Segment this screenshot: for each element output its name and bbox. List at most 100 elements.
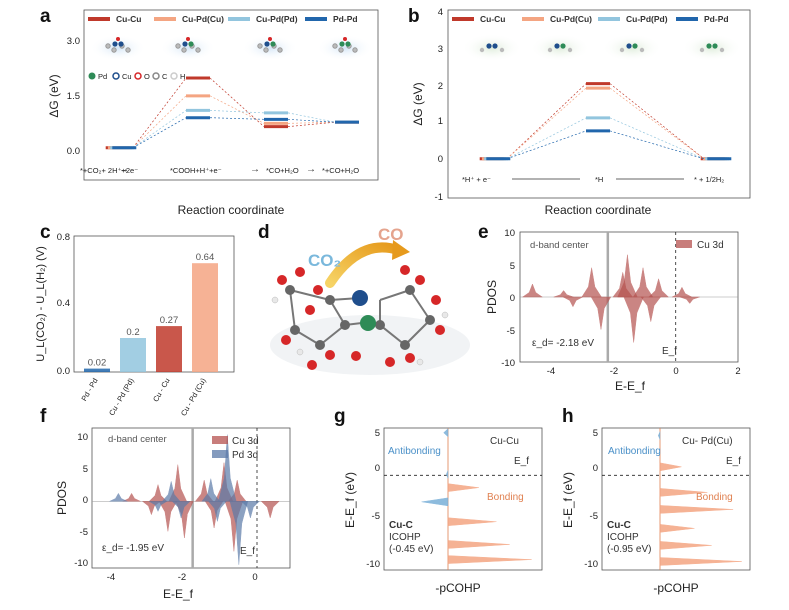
f-legend-swatch-cu — [212, 436, 228, 444]
co2-label: CO₂ — [308, 251, 341, 270]
e-ytick-0: 10 — [504, 228, 515, 239]
h-antibonding-label: Antibonding — [608, 446, 661, 457]
e-ef-label: E_f — [662, 346, 677, 357]
e-marks-peak — [640, 296, 662, 322]
h-marks-peak — [659, 505, 734, 514]
a-marks-connector — [132, 95, 187, 148]
e-xtick-3: 2 — [735, 366, 740, 377]
f-xlabel: E-E_f — [163, 587, 194, 601]
c-bar — [84, 368, 110, 372]
legend-b: Cu-Cu Cu-Pd(Cu) Cu-Pd(Pd) Pd-Pd — [452, 14, 729, 24]
f-xtick-2: 0 — [252, 572, 257, 583]
reaction-arrowhead — [392, 240, 410, 260]
f-dband-annotation: d-band center — [108, 434, 167, 445]
b-marks-connector — [506, 83, 587, 160]
b-marks-connector — [609, 83, 705, 160]
a-step-1: *COOH+H⁺+e⁻ — [170, 166, 222, 175]
structure-cupdcu-a — [160, 35, 216, 61]
h-title: Cu- Pd(Cu) — [682, 436, 733, 447]
b-ytick-2: 1 — [438, 116, 443, 127]
structure-thumbnails-a — [90, 35, 373, 61]
g-ef-label: E_f — [514, 456, 529, 467]
e-ytick-3: -5 — [507, 326, 515, 337]
a-xlabel: Reaction coordinate — [178, 203, 285, 217]
h-ef-label: E_f — [726, 456, 741, 467]
e-ylabel: PDOS — [485, 280, 499, 314]
atom-cu-swatch — [112, 72, 120, 80]
g-marks-peak — [445, 470, 449, 479]
g-ytick-0: 5 — [375, 428, 380, 439]
e-ed-value: ε_d= -2.18 eV — [532, 338, 594, 349]
f-ytick-3: -5 — [80, 527, 88, 538]
a-arrow-2: → — [250, 164, 260, 175]
e-marks-peak — [679, 296, 700, 304]
f-legend-label-pd: Pd 3d — [232, 450, 258, 461]
e-legend-swatch — [676, 240, 692, 248]
a-ytick-1: 1.5 — [67, 91, 80, 102]
legend-a-label-pdpd: Pd-Pd — [333, 14, 358, 24]
g-cohp-plot — [384, 428, 542, 570]
panel-h-frame — [601, 427, 751, 571]
c-ytick-1: 0.4 — [57, 298, 70, 309]
g-bond-label: Cu-C — [389, 520, 413, 531]
panel-label-g: g — [334, 406, 346, 427]
atom-pd-label: Pd — [98, 72, 107, 81]
e-xtick-0: -4 — [547, 366, 555, 377]
f-marks-peak — [260, 501, 280, 519]
atom-c-label: C — [162, 72, 168, 81]
b-marks-connector — [609, 130, 705, 160]
h-marks-peak — [659, 524, 695, 533]
f-ytick-4: -10 — [74, 558, 88, 569]
a-arrow-1: → — [119, 164, 129, 175]
f-ytick-1: 5 — [83, 464, 88, 475]
e-ytick-2: 0 — [510, 293, 515, 304]
c-bar-value: 0.27 — [160, 315, 179, 326]
cu-site — [352, 290, 368, 306]
e-marks-peak — [617, 254, 638, 298]
panel-label-c: c — [40, 222, 51, 243]
panel-label-h: h — [562, 406, 574, 427]
f-dos-plot — [92, 428, 290, 568]
atom-pd-swatch — [88, 72, 96, 80]
legend-b-label-cupdcu: Cu-Pd(Cu) — [550, 14, 592, 24]
c-bar — [156, 326, 182, 372]
a-arrow-3: → — [306, 164, 316, 175]
c-ytick-2: 0.8 — [57, 232, 70, 243]
c-bar — [120, 338, 146, 372]
panel-label-b: b — [408, 6, 420, 27]
atom-c-swatch — [152, 72, 160, 80]
c-ytick-0: 0.0 — [57, 366, 70, 377]
atom-o-label: O — [144, 72, 150, 81]
e-ytick-1: 5 — [510, 261, 515, 272]
b-ytick-3: 2 — [438, 81, 443, 92]
f-ef-label: E_f — [240, 546, 255, 557]
panel-b-frame — [447, 9, 751, 199]
f-marks-peak — [158, 501, 178, 532]
g-marks-peak — [447, 540, 510, 549]
g-ytick-2: -5 — [372, 511, 380, 522]
g-marks-peak — [421, 497, 449, 507]
a-step-3: *+CO+H₂O — [322, 166, 359, 175]
g-icohp-label: ICOHP — [389, 532, 421, 543]
e-marks-peak — [672, 286, 692, 298]
c-cat-1: Cu - Pd (Pd) — [107, 376, 136, 417]
a-marks-connector — [209, 110, 265, 114]
f-ytick-0: 10 — [77, 432, 88, 443]
b-step-1: *H — [595, 175, 603, 184]
b-marks-connector — [609, 117, 705, 160]
a-energy-marks — [105, 76, 359, 150]
b-marks-connector — [506, 130, 587, 160]
panel-label-f: f — [40, 406, 47, 427]
e-marks-peak — [521, 283, 544, 298]
h-ytick-0: 5 — [593, 428, 598, 439]
h-bond-label: Cu-C — [607, 520, 631, 531]
b-energy-marks — [479, 82, 732, 161]
panel-a: Cu-Cu Cu-Pd(Cu) Cu-Pd(Pd) Pd-Pd — [47, 9, 379, 217]
g-ytick-3: -10 — [366, 559, 380, 570]
a-marks-connector — [209, 77, 265, 127]
e-marks-peak — [581, 267, 602, 298]
h-cohp-plot — [602, 428, 750, 570]
panel-c-frame — [73, 235, 235, 373]
panel-b: Cu-Cu Cu-Pd(Cu) Cu-Pd(Pd) Pd-Pd -1 0 1 2… — [411, 7, 751, 217]
a-step-0: *+CO₂+ 2H⁺+2e⁻ — [80, 166, 138, 175]
